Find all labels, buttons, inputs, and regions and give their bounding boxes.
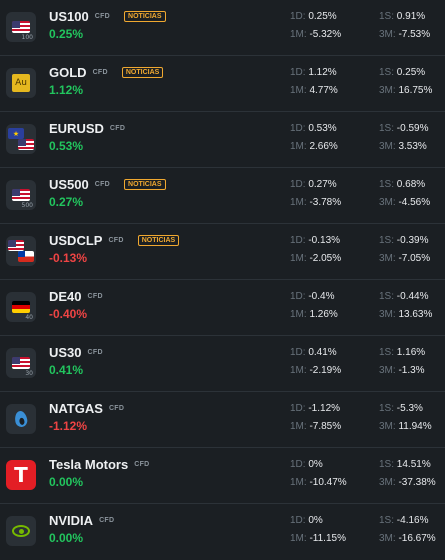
stat-1m: 1M: -2.19% (290, 365, 342, 376)
stat-3m: 3M: -7.53% (379, 29, 431, 40)
stat-1s: 1S: -0.39% (379, 235, 429, 246)
stat-1s: 1S: 0.68% (379, 179, 426, 190)
stat-1s: 1S: 0.25% (379, 67, 426, 78)
flame-icon (6, 404, 36, 434)
stat-1m: 1M: -5.32% (290, 29, 342, 40)
stat-1d: 1D: -1.12% (290, 403, 341, 414)
daily-change: 0.27% (49, 195, 84, 209)
instrument-name: DE40 (49, 289, 82, 304)
instrument-type-tag: CFD (94, 13, 111, 20)
instrument-type-tag: CFD (108, 405, 125, 412)
instrument-row[interactable]: Au GOLD CFD NOTICIAS 1.12% 1D: 1.12% 1M:… (0, 56, 445, 112)
instrument-name: NATGAS (49, 401, 103, 416)
stat-3m: 3M: -37.38% (379, 477, 436, 488)
instrument-row[interactable]: NVIDIA CFD 0.00% 1D: 0% 1M: -11.15% 1S: … (0, 504, 445, 560)
stat-3m: 3M: -7.05% (379, 253, 431, 264)
stat-3m: 3M: 16.75% (379, 85, 433, 96)
stat-1s: 1S: -0.44% (379, 291, 429, 302)
stat-1d: 1D: 0% (290, 459, 323, 470)
instrument-type-tag: CFD (92, 69, 108, 76)
tesla-logo-icon: T (6, 460, 36, 490)
eu-us-flags-icon: ★ (6, 124, 36, 154)
stat-1d: 1D: 0.25% (290, 11, 337, 22)
stat-1m: 1M: 4.77% (290, 85, 338, 96)
instrument-name: USDCLP (49, 233, 103, 248)
instrument-type-tag: CFD (108, 237, 124, 244)
instrument-row[interactable]: 30 US30 CFD 0.41% 1D: 0.41% 1M: -2.19% 1… (0, 336, 445, 392)
us-flag-icon: 100 (6, 12, 36, 42)
instrument-name: US100 (49, 9, 89, 24)
daily-change: -0.40% (49, 307, 88, 321)
stat-3m: 3M: -4.56% (379, 197, 431, 208)
daily-change: 0.00% (49, 475, 84, 489)
stat-1m: 1M: -11.15% (290, 533, 346, 544)
stat-1s: 1S: -5.3% (379, 403, 423, 414)
stat-1s: 1S: -4.16% (379, 515, 429, 526)
stat-1m: 1M: 1.26% (290, 309, 338, 320)
instrument-type-tag: CFD (94, 181, 111, 188)
instrument-name: NVIDIA (49, 513, 94, 528)
us-cl-flags-icon (6, 236, 36, 266)
instrument-row[interactable]: 40 DE40 CFD -0.40% 1D: -0.4% 1M: 1.26% 1… (0, 280, 445, 336)
instrument-row[interactable]: USDCLP CFD NOTICIAS -0.13% 1D: -0.13% 1M… (0, 224, 445, 280)
news-badge[interactable]: NOTICIAS (137, 235, 180, 246)
instrument-name: US500 (49, 177, 89, 192)
stat-1s: 1S: 14.51% (379, 459, 431, 470)
instrument-name: GOLD (49, 65, 87, 80)
nvidia-logo-icon (6, 516, 36, 546)
stat-1s: 1S: -0.59% (379, 123, 429, 134)
stat-3m: 3M: -16.67% (379, 533, 436, 544)
stat-3m: 3M: 3.53% (379, 141, 427, 152)
instrument-name: EURUSD (49, 121, 104, 136)
instrument-type-tag: CFD (87, 349, 103, 356)
instrument-type-tag: CFD (109, 125, 126, 132)
daily-change: -1.12% (49, 419, 88, 433)
stat-1d: 1D: -0.13% (290, 235, 341, 246)
stat-1m: 1M: -7.85% (290, 421, 342, 432)
instrument-row[interactable]: 500 US500 CFD NOTICIAS 0.27% 1D: 0.27% 1… (0, 168, 445, 224)
daily-change: 0.53% (49, 139, 84, 153)
daily-change: 0.00% (49, 531, 84, 545)
stat-1s: 1S: 0.91% (379, 11, 426, 22)
instrument-row[interactable]: NATGAS CFD -1.12% 1D: -1.12% 1M: -7.85% … (0, 392, 445, 448)
stat-1d: 1D: 0% (290, 515, 323, 526)
stat-1d: 1D: 0.53% (290, 123, 337, 134)
daily-change: 0.41% (49, 363, 84, 377)
news-badge[interactable]: NOTICIAS (124, 179, 166, 190)
instrument-row[interactable]: ★ EURUSD CFD 0.53% 1D: 0.53% 1M: 2.66% 1… (0, 112, 445, 168)
stat-1d: 1D: 0.41% (290, 347, 337, 358)
instrument-type-tag: CFD (87, 293, 103, 300)
stat-1d: 1D: 0.27% (290, 179, 337, 190)
stat-3m: 3M: 13.63% (379, 309, 433, 320)
daily-change: 0.25% (49, 27, 84, 41)
us-flag-icon: 30 (6, 348, 36, 378)
de-flag-icon: 40 (6, 292, 36, 322)
stat-3m: 3M: 11.94% (379, 421, 432, 432)
instrument-type-tag: CFD (99, 517, 115, 524)
instrument-name: US30 (49, 345, 82, 360)
instrument-type-tag: CFD (134, 461, 150, 468)
instrument-row[interactable]: T Tesla Motors CFD 0.00% 1D: 0% 1M: -10.… (0, 448, 445, 504)
news-badge[interactable]: NOTICIAS (124, 11, 166, 22)
stat-3m: 3M: -1.3% (379, 365, 425, 376)
stat-1m: 1M: 2.66% (290, 141, 338, 152)
instrument-row[interactable]: 100 US100 CFD NOTICIAS 0.25% 1D: 0.25% 1… (0, 0, 445, 56)
daily-change: 1.12% (49, 83, 84, 97)
stat-1s: 1S: 1.16% (379, 347, 426, 358)
stat-1m: 1M: -2.05% (290, 253, 342, 264)
news-badge[interactable]: NOTICIAS (121, 67, 164, 78)
instrument-name: Tesla Motors (49, 457, 129, 472)
stat-1d: 1D: 1.12% (290, 67, 337, 78)
stat-1m: 1M: -3.78% (290, 197, 342, 208)
us-flag-icon: 500 (6, 180, 36, 210)
stat-1m: 1M: -10.47% (290, 477, 347, 488)
stat-1d: 1D: -0.4% (290, 291, 335, 302)
daily-change: -0.13% (49, 251, 88, 265)
gold-icon: Au (6, 68, 36, 98)
